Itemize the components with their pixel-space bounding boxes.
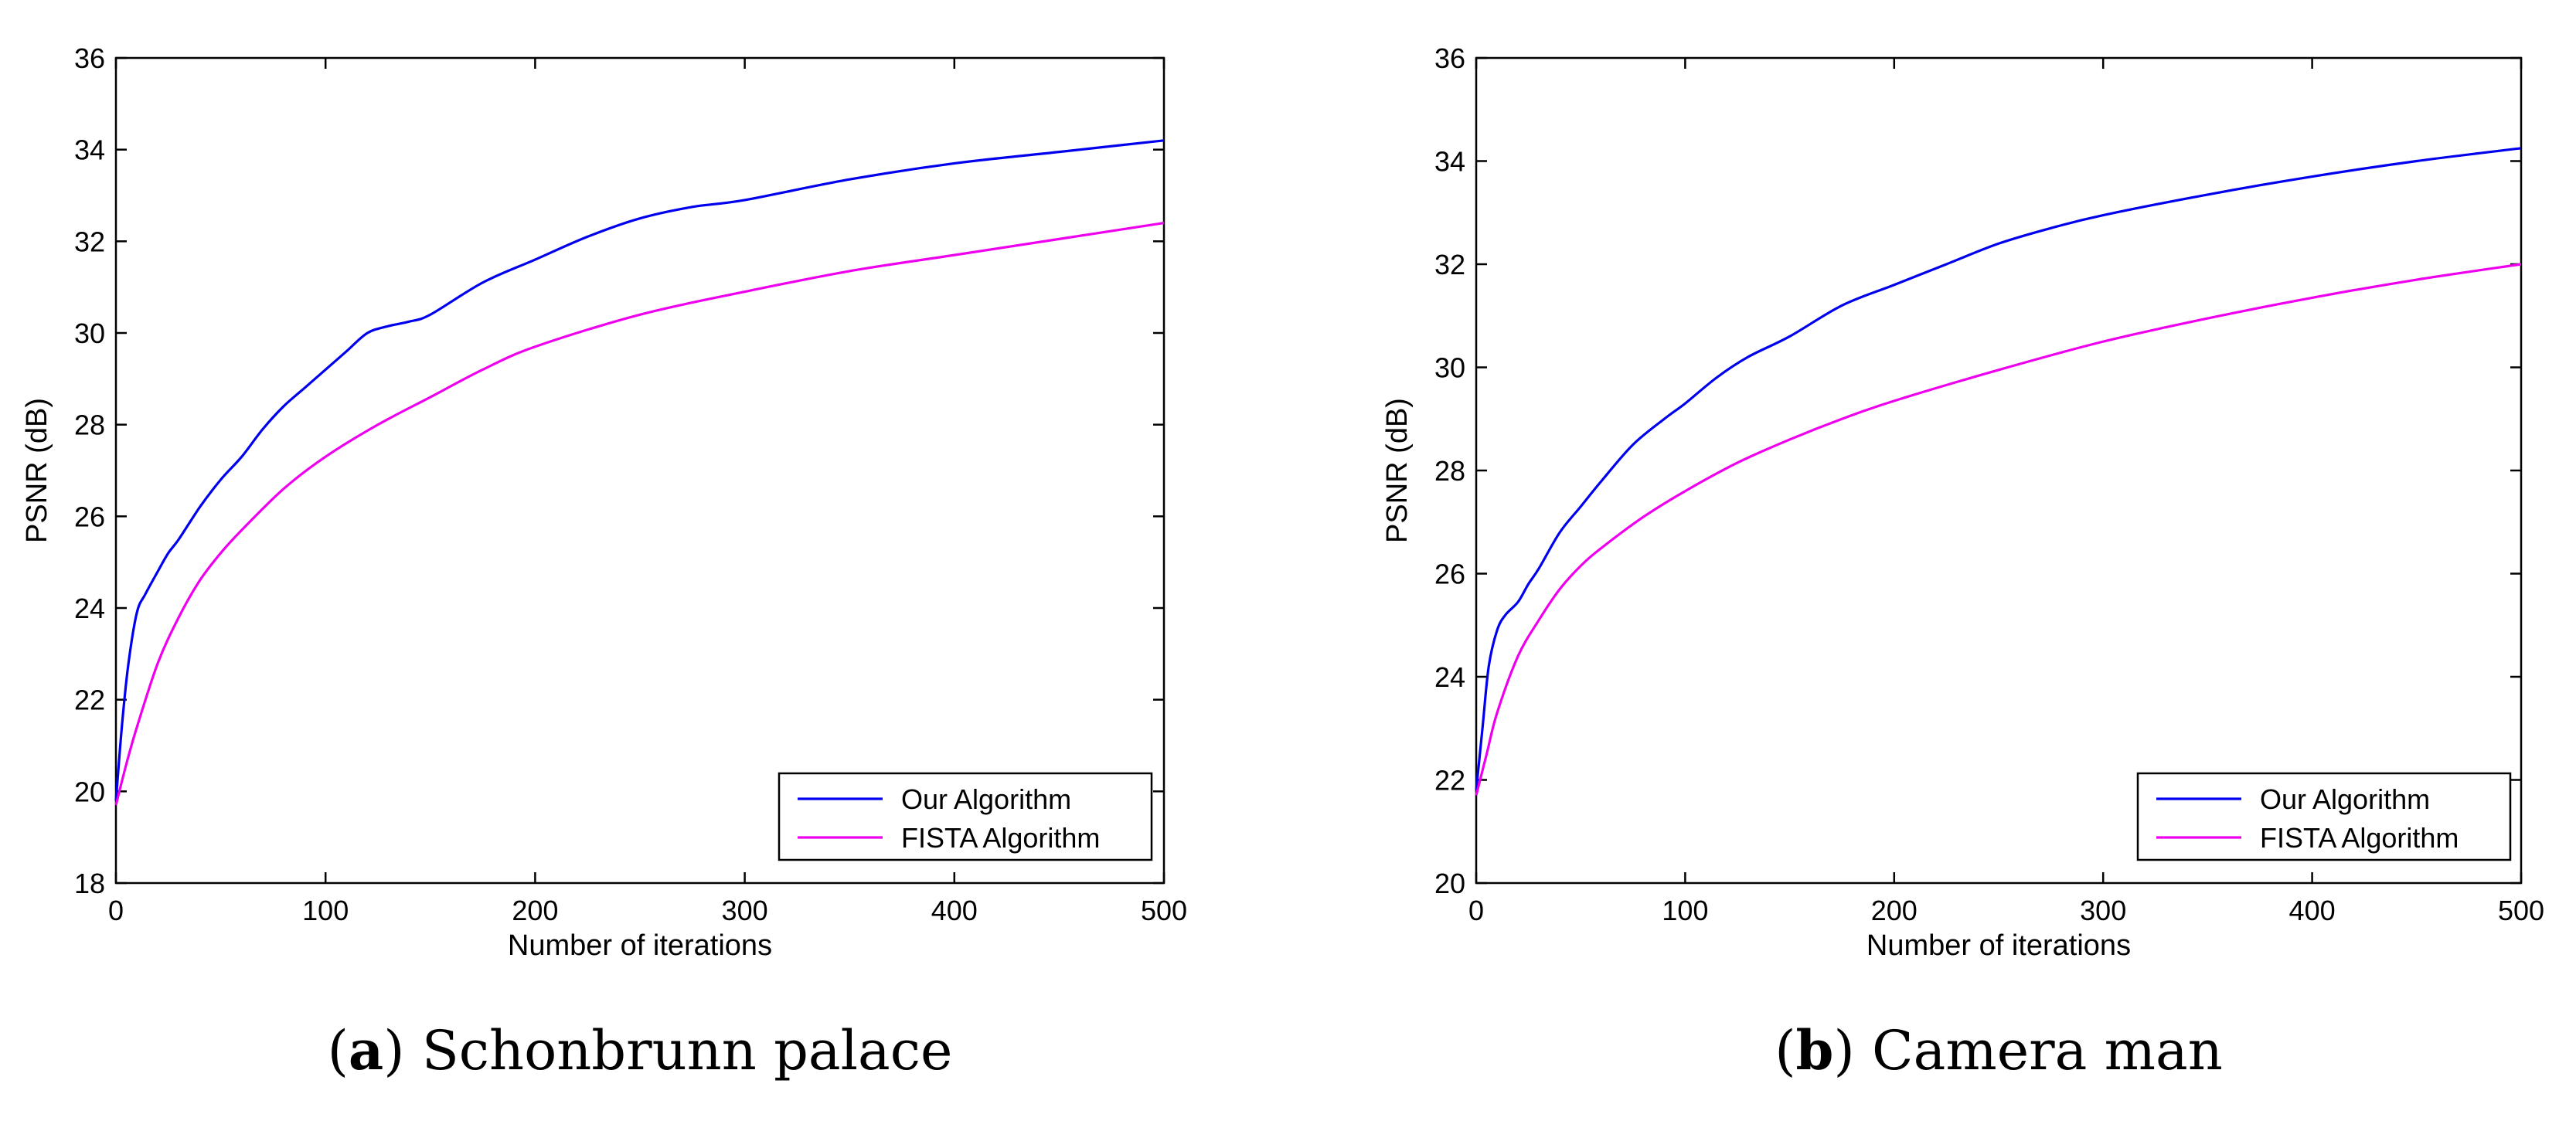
y-tick-label: 24 (1434, 661, 1465, 693)
x-tick-label: 100 (302, 895, 349, 926)
y-tick-label: 26 (1434, 559, 1465, 590)
x-tick-label: 200 (1871, 895, 1918, 926)
series-line-our-algorithm (1475, 147, 2522, 791)
y-tick-label: 28 (74, 409, 105, 441)
y-tick-label: 30 (1434, 352, 1465, 384)
x-axis-label: Number of iterations (1866, 929, 2131, 962)
y-tick-label: 32 (1434, 249, 1465, 280)
series-line-fista-algorithm (114, 222, 1165, 806)
series-line-fista-algorithm (1475, 263, 2522, 796)
y-tick-label: 34 (1434, 146, 1465, 178)
caption-letter: b (1796, 1018, 1834, 1082)
y-tick-label: 22 (74, 684, 105, 716)
legend-label: FISTA Algorithm (901, 822, 1100, 854)
legend: Our Algorithm FISTA Algorithm (778, 772, 1153, 861)
legend-box (2136, 772, 2512, 861)
legend-label: Our Algorithm (901, 783, 1071, 815)
x-tick-label: 200 (512, 895, 558, 926)
y-tick-label: 36 (74, 42, 105, 74)
x-tick-label: 500 (1141, 895, 1187, 926)
y-tick-label: 26 (74, 501, 105, 532)
y-tick-label: 20 (74, 776, 105, 807)
caption-title: ) Camera man (1833, 1019, 2222, 1082)
y-tick-label: 34 (74, 134, 105, 166)
y-tick-label: 20 (1434, 868, 1465, 899)
series-line-our-algorithm (114, 139, 1165, 801)
y-tick-label: 36 (1434, 42, 1465, 74)
legend: Our Algorithm FISTA Algorithm (2136, 772, 2512, 861)
legend-label: Our Algorithm (2260, 783, 2430, 815)
x-tick-label: 100 (1662, 895, 1708, 926)
x-axis-label: Number of iterations (508, 929, 772, 962)
chart-a: 0 100 200 300 400 500 18 20 22 24 26 28 30 32 34 36 Numb… (21, 42, 1187, 1082)
caption-title: ) Schonbrunn palace (383, 1019, 952, 1082)
x-tick-label: 400 (931, 895, 978, 926)
x-tick-label: 0 (108, 895, 124, 926)
y-tick-label: 18 (74, 868, 105, 899)
y-tick-label: 22 (1434, 765, 1465, 797)
x-tick-label: 400 (2289, 895, 2336, 926)
legend-label: FISTA Algorithm (2260, 822, 2459, 854)
y-axis-label: PSNR (dB) (1381, 398, 1414, 543)
x-tick-label: 300 (722, 895, 768, 926)
chart-b: 0 100 200 300 400 500 20 22 24 26 28 30 32 34 36 Number… (1381, 42, 2544, 1082)
y-tick-label: 28 (1434, 455, 1465, 487)
x-tick-label: 0 (1468, 895, 1484, 926)
y-tick-label: 32 (74, 226, 105, 257)
y-axis-label: PSNR (dB) (21, 398, 53, 543)
y-tick-label: 24 (74, 593, 105, 624)
x-tick-label: 500 (2498, 895, 2544, 926)
caption-open-paren: ( (1775, 1019, 1795, 1082)
figure-caption: (b) Camera man (1775, 1018, 2223, 1082)
y-tick-label: 30 (74, 318, 105, 349)
caption-letter: a (349, 1018, 383, 1082)
caption-open-paren: ( (328, 1019, 349, 1082)
x-tick-label: 300 (2080, 895, 2126, 926)
legend-box (778, 772, 1153, 861)
plot-area-frame (114, 56, 1165, 885)
figure-caption: (a) Schonbrunn palace (328, 1018, 953, 1082)
